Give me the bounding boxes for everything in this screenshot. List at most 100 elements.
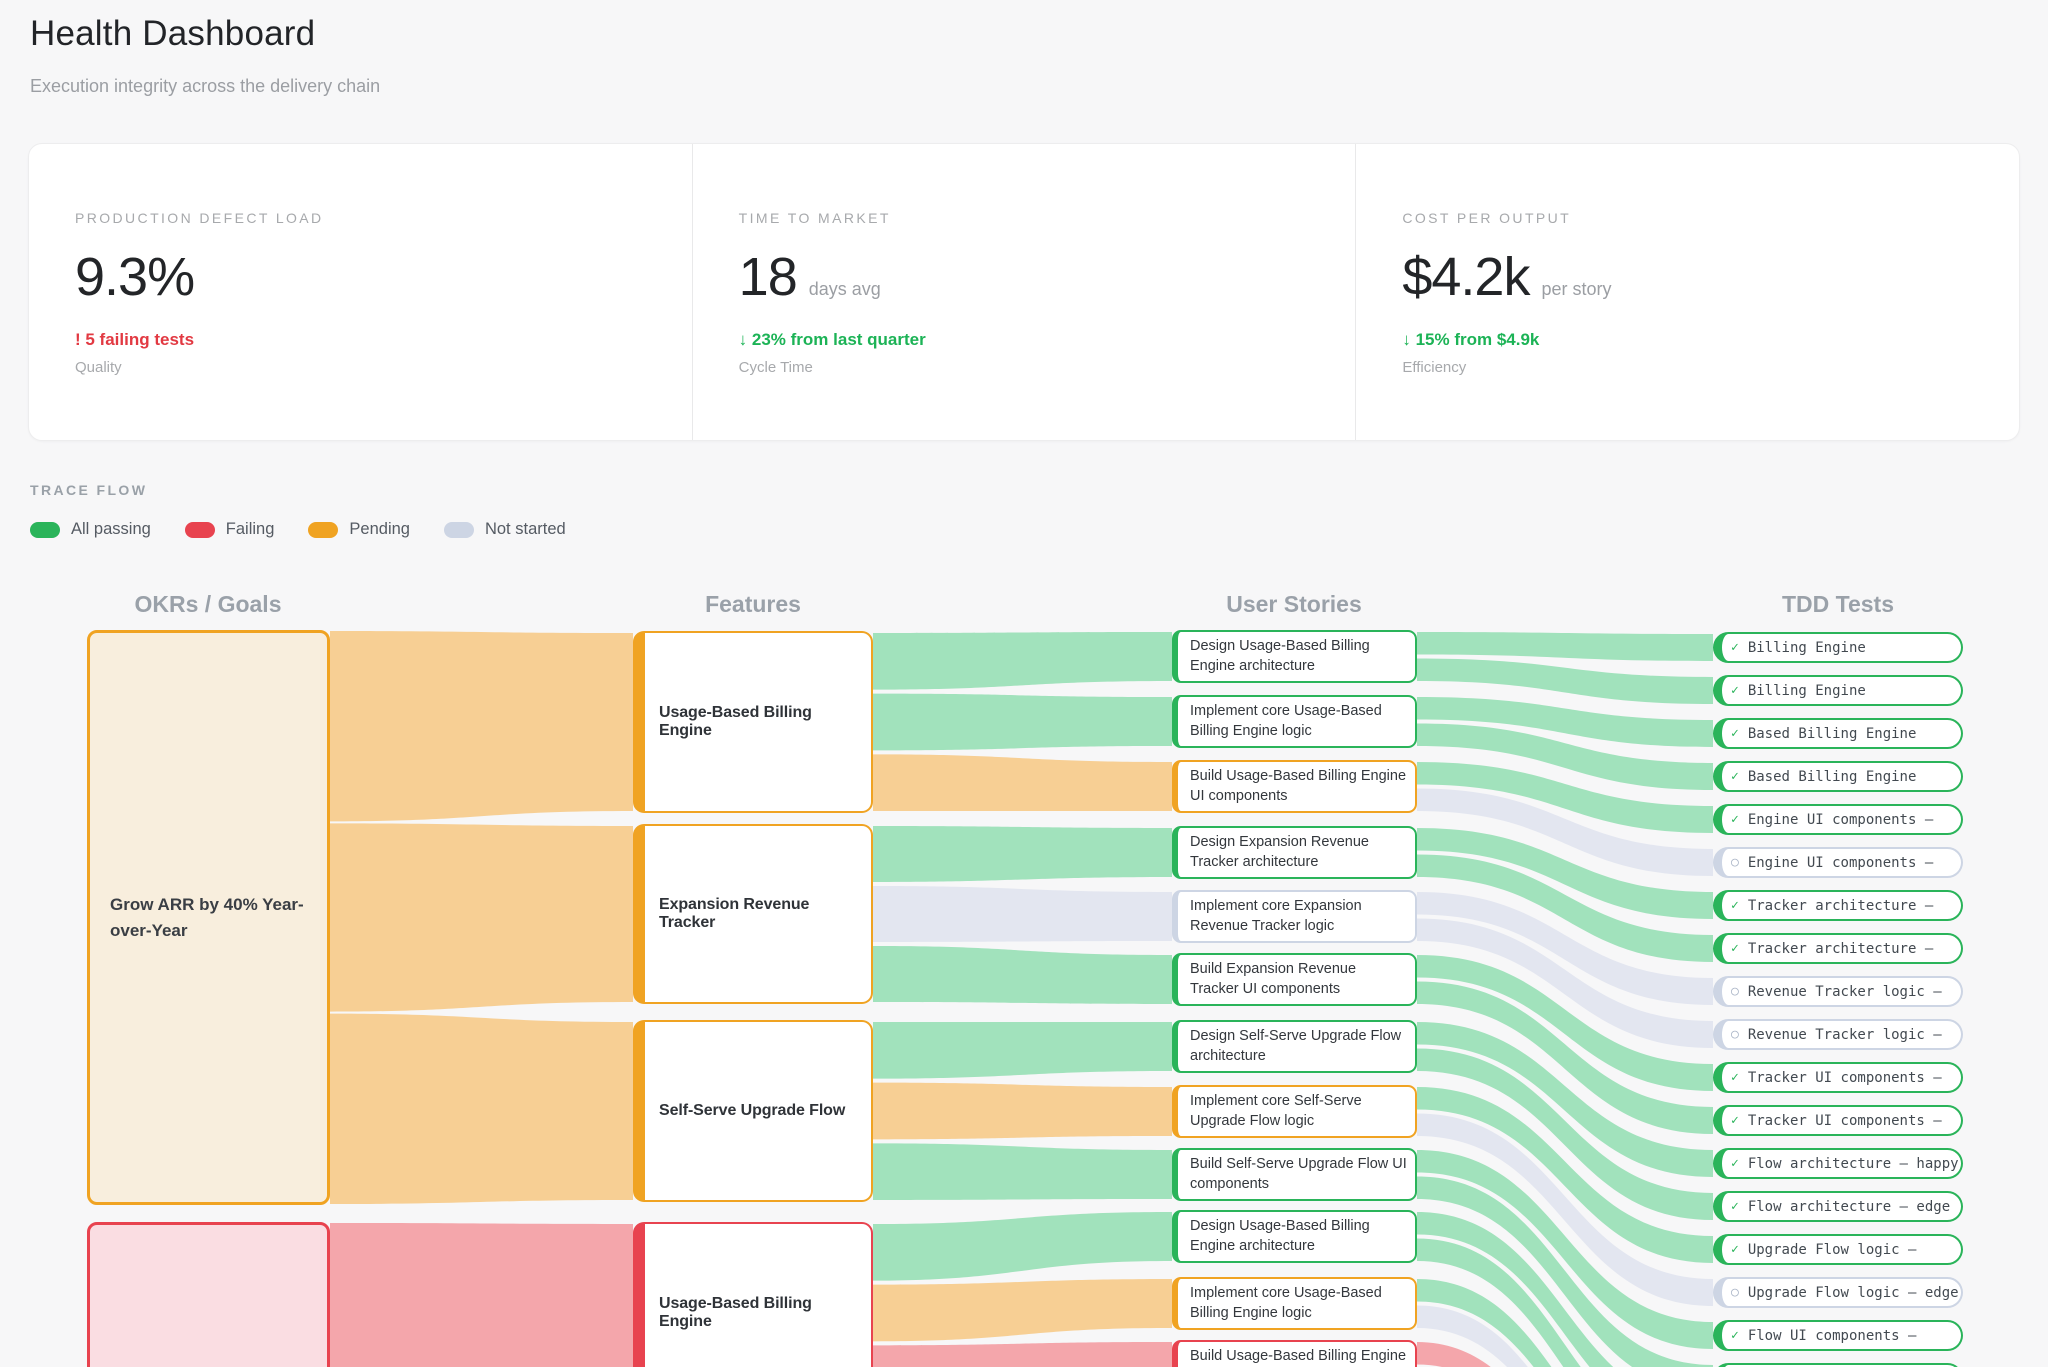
- test-pill[interactable]: ✓ Tracker UI components —: [1713, 1105, 1963, 1136]
- flow-band: [330, 1223, 633, 1367]
- test-pill-label: Flow architecture — happy: [1748, 1156, 1959, 1172]
- column-header-tdd-tests: TDD Tests: [1782, 591, 1894, 618]
- test-pass-icon: ✓: [1731, 726, 1739, 741]
- test-pass-icon: ✓: [1731, 769, 1739, 784]
- story-node[interactable]: Build Usage-Based Billing Engine UI comp…: [1172, 760, 1417, 813]
- test-pill-label: Tracker architecture —: [1748, 898, 1933, 914]
- flow-band: [873, 1022, 1172, 1079]
- flow-band: [873, 946, 1172, 1004]
- flow-band: [1417, 632, 1713, 661]
- test-pill[interactable]: ✓Flow UI components —: [1713, 1320, 1963, 1351]
- test-not-started-icon: ○: [1731, 1285, 1739, 1300]
- test-pill-label: Based Billing Engine: [1748, 769, 1917, 785]
- story-node[interactable]: Design Expansion Revenue Tracker archite…: [1172, 826, 1417, 879]
- test-pass-icon: ✓: [1731, 812, 1739, 827]
- okr-node-label: Grow ARR by 40% Year-over-Year: [110, 892, 307, 943]
- column-header-user-stories: User Stories: [1226, 591, 1362, 618]
- test-pill[interactable]: ✓Tracker architecture —: [1713, 890, 1963, 921]
- test-pill-label: Revenue Tracker logic —: [1748, 984, 1942, 1000]
- test-pill[interactable]: ✓ Billing Engine: [1713, 632, 1963, 663]
- story-node-label: Design Self-Serve Upgrade Flow architect…: [1190, 1027, 1407, 1065]
- test-pill[interactable]: ✓ Engine UI components —: [1713, 804, 1963, 835]
- feature-node-label: Expansion Revenue Tracker: [659, 896, 863, 932]
- test-pill[interactable]: ✓Flow architecture — edge: [1713, 1191, 1963, 1222]
- okr-node[interactable]: Grow ARR by 40% Year-over-Year: [87, 630, 330, 1205]
- test-pill[interactable]: ✓ Tracker architecture —: [1713, 933, 1963, 964]
- test-pill[interactable]: ✓: [1713, 1363, 1963, 1367]
- test-pill-label: Engine UI components —: [1748, 855, 1933, 871]
- feature-node-label: Usage-Based Billing Engine: [659, 1295, 863, 1331]
- feature-node[interactable]: Expansion Revenue Tracker: [633, 824, 873, 1004]
- story-node-label: Build Usage-Based Billing Engine UI comp…: [1190, 1347, 1407, 1367]
- test-pill[interactable]: ✓ Based Billing Engine: [1713, 761, 1963, 792]
- test-pill[interactable]: ○ Engine UI components —: [1713, 847, 1963, 878]
- flow-band: [873, 826, 1172, 882]
- feature-node[interactable]: Self-Serve Upgrade Flow: [633, 1020, 873, 1202]
- test-pill[interactable]: ✓Upgrade Flow logic —: [1713, 1234, 1963, 1265]
- story-node-label: Implement core Usage-Based Billing Engin…: [1190, 1284, 1407, 1322]
- story-node-label: Implement core Self-Serve Upgrade Flow l…: [1190, 1092, 1407, 1130]
- test-pass-icon: ✓: [1731, 683, 1739, 698]
- test-pill-label: Engine UI components —: [1748, 812, 1933, 828]
- story-node-label: Build Self-Serve Upgrade Flow UI compone…: [1190, 1155, 1407, 1193]
- flow-band: [873, 694, 1172, 751]
- test-pill-label: Tracker architecture —: [1748, 941, 1933, 957]
- test-pass-icon: ✓: [1731, 1242, 1739, 1257]
- story-node-label: Design Usage-Based Billing Engine archit…: [1190, 637, 1407, 675]
- story-node[interactable]: Build Self-Serve Upgrade Flow UI compone…: [1172, 1148, 1417, 1201]
- story-node[interactable]: Build Usage-Based Billing Engine UI comp…: [1172, 1340, 1417, 1367]
- flow-band: [330, 823, 633, 1011]
- test-pill[interactable]: ✓ Flow architecture — happy: [1713, 1148, 1963, 1179]
- test-pass-icon: ✓: [1731, 640, 1739, 655]
- feature-node[interactable]: Usage-Based Billing Engine: [633, 1222, 873, 1367]
- test-pill[interactable]: ○ Upgrade Flow logic — edge: [1713, 1277, 1963, 1308]
- test-pill[interactable]: ✓ Tracker UI components —: [1713, 1062, 1963, 1093]
- story-node-label: Build Usage-Based Billing Engine UI comp…: [1190, 767, 1407, 805]
- feature-node-label: Usage-Based Billing Engine: [659, 704, 863, 740]
- test-pill-label: Revenue Tracker logic —: [1748, 1027, 1942, 1043]
- test-not-started-icon: ○: [1731, 984, 1739, 999]
- test-pill-label: Tracker UI components —: [1748, 1070, 1942, 1086]
- story-node[interactable]: Implement core Expansion Revenue Tracker…: [1172, 890, 1417, 943]
- test-pass-icon: ✓: [1731, 1199, 1739, 1214]
- test-pill[interactable]: ✓Based Billing Engine: [1713, 718, 1963, 749]
- test-pill[interactable]: ○ Revenue Tracker logic —: [1713, 976, 1963, 1007]
- test-pill-label: Billing Engine: [1748, 640, 1866, 656]
- story-node-label: Design Usage-Based Billing Engine archit…: [1190, 1217, 1407, 1255]
- flow-band: [873, 632, 1172, 690]
- okr-node[interactable]: [87, 1222, 330, 1367]
- story-node[interactable]: Design Usage-Based Billing Engine archit…: [1172, 1210, 1417, 1263]
- flow-band: [873, 886, 1172, 942]
- story-node[interactable]: Build Expansion Revenue Tracker UI compo…: [1172, 953, 1417, 1006]
- test-pill-label: Upgrade Flow logic — edge: [1748, 1285, 1959, 1301]
- test-pill-label: Tracker UI components —: [1748, 1113, 1942, 1129]
- flow-band: [873, 1342, 1172, 1367]
- test-pill[interactable]: ○ Revenue Tracker logic —: [1713, 1019, 1963, 1050]
- test-pass-icon: ✓: [1731, 1328, 1739, 1343]
- story-node[interactable]: Implement core Self-Serve Upgrade Flow l…: [1172, 1085, 1417, 1138]
- story-node[interactable]: Design Self-Serve Upgrade Flow architect…: [1172, 1020, 1417, 1073]
- story-node[interactable]: Design Usage-Based Billing Engine archit…: [1172, 630, 1417, 683]
- test-pill-label: Billing Engine: [1748, 683, 1866, 699]
- column-header-features: Features: [705, 591, 801, 618]
- test-not-started-icon: ○: [1731, 1027, 1739, 1042]
- column-header-okrs-goals: OKRs / Goals: [135, 591, 282, 618]
- test-pass-icon: ✓: [1731, 941, 1739, 956]
- flow-band: [873, 1212, 1172, 1281]
- test-not-started-icon: ○: [1731, 855, 1739, 870]
- flow-band: [873, 1143, 1172, 1200]
- test-pass-icon: ✓: [1731, 1156, 1739, 1171]
- flow-band: [1417, 659, 1713, 705]
- feature-node[interactable]: Usage-Based Billing Engine: [633, 631, 873, 813]
- story-node[interactable]: Implement core Usage-Based Billing Engin…: [1172, 1277, 1417, 1330]
- flow-band: [330, 631, 633, 821]
- feature-node-label: Self-Serve Upgrade Flow: [659, 1102, 845, 1120]
- health-dashboard-page: Health Dashboard Execution integrity acr…: [0, 0, 2048, 1367]
- flow-band: [330, 1014, 633, 1204]
- story-node-label: Implement core Usage-Based Billing Engin…: [1190, 702, 1407, 740]
- flow-band: [873, 1083, 1172, 1140]
- test-pass-icon: ✓: [1731, 1070, 1739, 1085]
- story-node[interactable]: Implement core Usage-Based Billing Engin…: [1172, 695, 1417, 748]
- test-pass-icon: ✓: [1731, 1113, 1739, 1128]
- test-pill[interactable]: ✓ Billing Engine: [1713, 675, 1963, 706]
